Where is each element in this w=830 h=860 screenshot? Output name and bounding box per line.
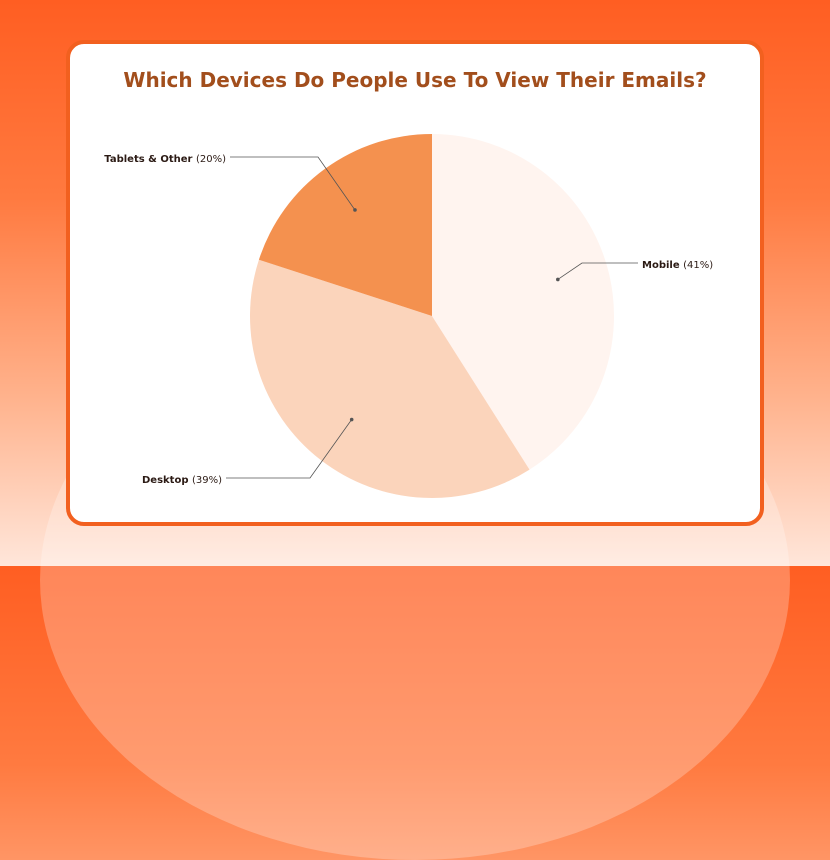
pie-slice-mobile [432, 134, 615, 470]
slice-label-desktop: Desktop (39%) [142, 475, 222, 486]
leader-line-tablets-other [230, 156, 356, 211]
slice-label-percent: (39%) [192, 475, 222, 486]
pie-chart: Mobile (41%) Desktop (39%) Tablets & Other… [104, 134, 713, 499]
slice-label-name: Tablets & Other [104, 154, 196, 165]
slice-label-percent: (20%) [196, 154, 226, 165]
pie-slice-tablets-other [258, 134, 432, 316]
leader-line-desktop [226, 419, 353, 479]
slice-label-mobile: Mobile (41%) [642, 260, 713, 271]
chart-title: Which Devices Do People Use To View Thei… [123, 68, 707, 92]
chart-card: Which Devices Do People Use To View Thei… [66, 40, 764, 526]
pie-slice-desktop [250, 259, 530, 499]
leader-line-mobile [557, 262, 638, 280]
slice-label-percent: (41%) [683, 260, 713, 271]
slice-label-name: Desktop [142, 475, 192, 486]
slice-label-tablets-other: Tablets & Other (20%) [104, 154, 226, 165]
slice-label-name: Mobile [642, 260, 683, 271]
